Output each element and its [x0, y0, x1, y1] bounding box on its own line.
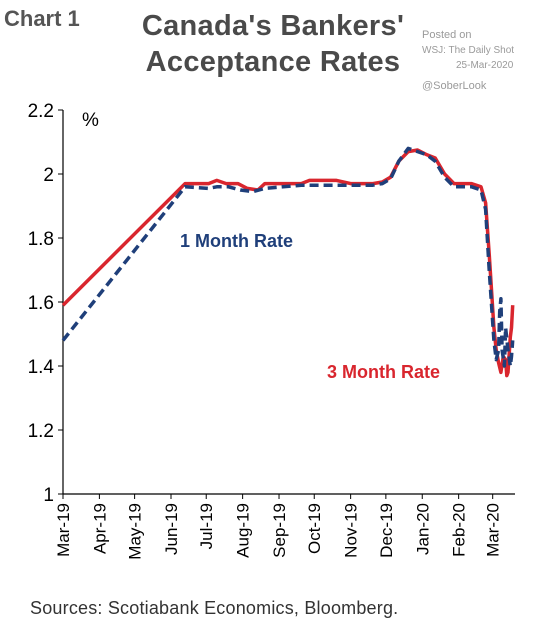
x-tick-label: Oct-19: [305, 503, 324, 554]
chart-title-line-1: Canada's Bankers': [141, 10, 405, 42]
x-tick-label: Apr-19: [90, 503, 109, 554]
y-tick-label: 1.6: [28, 293, 54, 314]
x-tick-label: Mar-19: [54, 503, 73, 557]
y-axis-unit-label: %: [82, 110, 99, 131]
1-month-rate-line: [61, 146, 515, 368]
series-layer: [61, 146, 515, 378]
x-tick-label: Jan-20: [413, 503, 432, 555]
y-tick-label: 1.2: [28, 421, 54, 442]
posted-label: Posted on: [422, 29, 472, 41]
x-tick-label: Jun-19: [162, 503, 181, 555]
chart-number-label: Chart 1: [4, 6, 80, 31]
x-tick-label: Aug-19: [234, 503, 253, 558]
posted-source: WSJ: The Daily Shot: [422, 45, 515, 56]
x-tick-label: Jul-19: [197, 503, 216, 549]
y-tick-label: 2.2: [28, 101, 54, 122]
x-tick-label: Feb-20: [450, 503, 469, 557]
x-tick-label: Nov-19: [342, 503, 361, 558]
source-note: Sources: Scotiabank Economics, Bloomberg…: [30, 598, 399, 618]
3-month-rate-line: [61, 148, 515, 378]
labels-layer: 1 Month Rate 3 Month Rate: [180, 231, 440, 382]
3-month-rate-label: 3 Month Rate: [327, 362, 440, 382]
x-tick-label: May-19: [126, 503, 145, 560]
y-tick-label: 1.8: [28, 229, 54, 250]
chart-axes: 1 1.2 1.4 1.6 1.8 2 2.2 % Mar-19 Apr-19 May-19 Jun-…: [28, 101, 515, 560]
y-tick-label: 2: [43, 165, 54, 186]
posted-credit: Posted on WSJ: The Daily Shot 25-Mar-202…: [422, 28, 522, 94]
posted-date: 25-Mar-2020: [456, 60, 514, 71]
y-tick-label: 1: [43, 485, 54, 506]
twitter-handle: @SoberLook: [422, 80, 487, 92]
x-tick-label: Dec-19: [377, 503, 396, 558]
chart-title-line-2: Acceptance Rates: [145, 46, 401, 78]
chart-title: Canada's Bankers' Acceptance Rates: [118, 8, 428, 80]
x-tick-label: Mar-20: [484, 503, 503, 557]
x-tick-label: Sep-19: [270, 503, 289, 558]
1-month-rate-label: 1 Month Rate: [180, 231, 293, 251]
y-tick-label: 1.4: [28, 357, 55, 378]
